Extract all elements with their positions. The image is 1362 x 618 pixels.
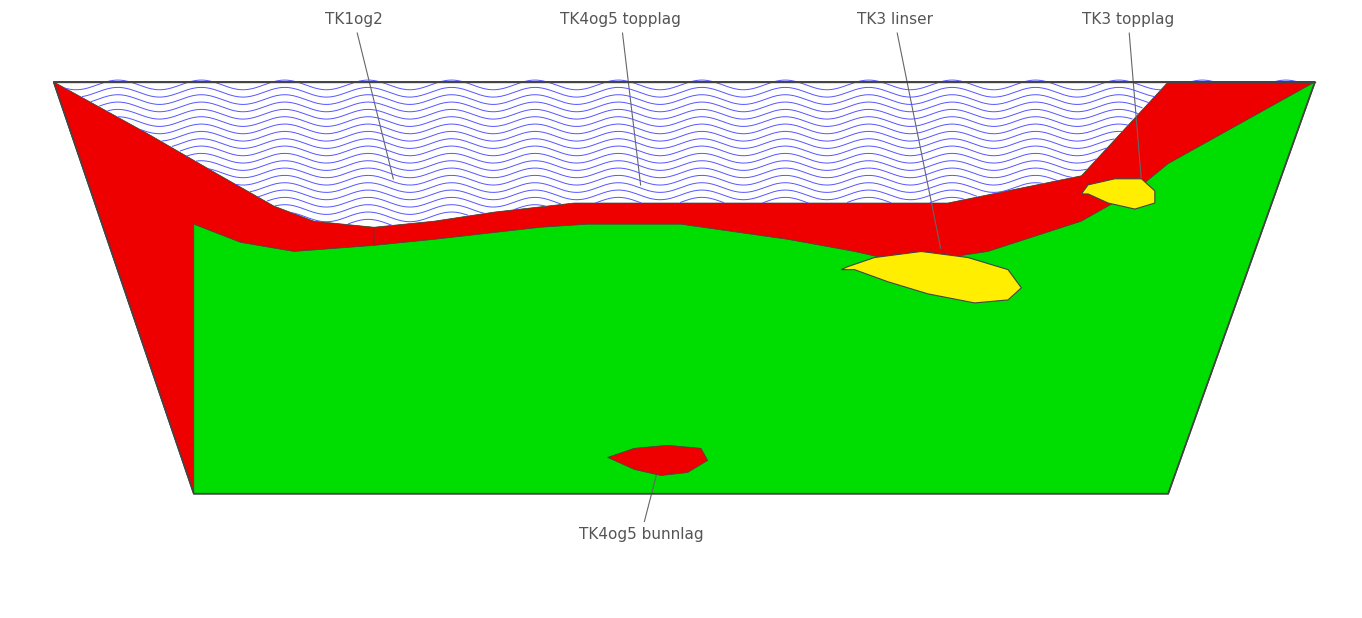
Text: TK3 topplag: TK3 topplag	[1081, 12, 1174, 179]
Polygon shape	[53, 82, 1314, 494]
Text: TK3 linser: TK3 linser	[857, 12, 941, 248]
Text: TK4og5 bunnlag: TK4og5 bunnlag	[579, 460, 703, 542]
Text: TK1og2: TK1og2	[326, 12, 394, 179]
Polygon shape	[607, 445, 708, 476]
Polygon shape	[53, 82, 375, 494]
Polygon shape	[842, 252, 1022, 303]
Text: TK4og5 topplag: TK4og5 topplag	[561, 12, 681, 185]
Polygon shape	[53, 82, 1314, 227]
Polygon shape	[1081, 179, 1155, 209]
Polygon shape	[375, 82, 1314, 263]
